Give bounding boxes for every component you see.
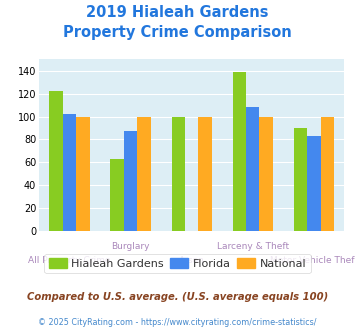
Text: 2019 Hialeah Gardens: 2019 Hialeah Gardens bbox=[86, 5, 269, 20]
Bar bbox=[198, 116, 212, 231]
Bar bbox=[171, 116, 185, 231]
Text: Motor Vehicle Theft: Motor Vehicle Theft bbox=[270, 256, 355, 265]
Bar bbox=[63, 114, 76, 231]
Bar bbox=[233, 72, 246, 231]
Text: Burglary: Burglary bbox=[111, 242, 150, 251]
Bar bbox=[124, 131, 137, 231]
Bar bbox=[307, 136, 321, 231]
Text: Compared to U.S. average. (U.S. average equals 100): Compared to U.S. average. (U.S. average … bbox=[27, 292, 328, 302]
Text: Arson: Arson bbox=[179, 256, 204, 265]
Bar bbox=[294, 128, 307, 231]
Bar bbox=[110, 159, 124, 231]
Bar bbox=[137, 116, 151, 231]
Text: All Property Crime: All Property Crime bbox=[28, 256, 111, 265]
Bar bbox=[49, 91, 63, 231]
Legend: Hialeah Gardens, Florida, National: Hialeah Gardens, Florida, National bbox=[44, 254, 311, 273]
Bar bbox=[321, 116, 334, 231]
Bar bbox=[260, 116, 273, 231]
Text: Larceny & Theft: Larceny & Theft bbox=[217, 242, 289, 251]
Bar bbox=[76, 116, 90, 231]
Text: © 2025 CityRating.com - https://www.cityrating.com/crime-statistics/: © 2025 CityRating.com - https://www.city… bbox=[38, 318, 317, 327]
Bar bbox=[246, 108, 260, 231]
Text: Property Crime Comparison: Property Crime Comparison bbox=[63, 25, 292, 40]
